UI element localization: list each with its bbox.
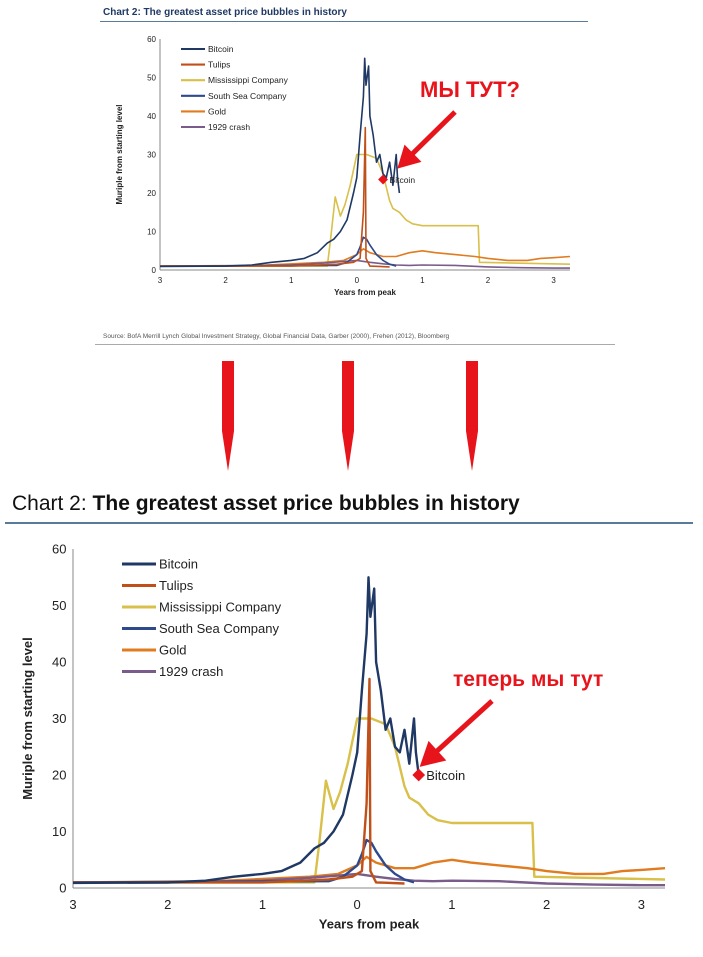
bitcoin-marker	[412, 768, 426, 782]
x-tick-label: 2	[223, 276, 228, 285]
series-line-tulips	[160, 126, 390, 268]
series-line-bitcoin	[72, 576, 420, 885]
legend-label: Mississippi Company	[208, 75, 289, 85]
annotation-text: МЫ ТУТ?	[420, 77, 520, 102]
series-line-gold	[159, 248, 571, 267]
y-tick-label: 20	[147, 189, 156, 198]
x-tick-label: 1	[289, 276, 294, 285]
x-tick-label: 3	[69, 897, 76, 912]
y-tick-label: 50	[52, 598, 66, 613]
x-tick-label: 0	[355, 276, 360, 285]
x-tick-label: 3	[638, 897, 645, 912]
bitcoin-marker-label: Bitcoin	[390, 175, 416, 185]
x-axis-title: Years from peak	[319, 916, 420, 931]
y-tick-label: 10	[147, 227, 156, 236]
legend-label: Gold	[208, 106, 226, 116]
bitcoin-marker	[378, 174, 388, 185]
legend-label: 1929 crash	[159, 664, 223, 679]
down-arrow-icon	[222, 361, 234, 471]
down-arrows	[222, 361, 478, 471]
legend-label: 1929 crash	[208, 122, 250, 132]
legend-label: South Sea Company	[208, 91, 287, 101]
y-tick-label: 30	[52, 711, 66, 726]
series-line-bitcoin	[159, 57, 401, 268]
x-tick-label: 1	[259, 897, 266, 912]
y-tick-label: 0	[59, 881, 66, 896]
annotation-arrow-head	[419, 740, 447, 767]
down-arrow-icon	[466, 361, 478, 471]
x-tick-label: 2	[486, 276, 491, 285]
down-arrow-icon	[342, 361, 354, 471]
x-tick-label: 1	[420, 276, 425, 285]
bottom-title-rule	[5, 522, 693, 524]
top-source: Source: BofA Merrill Lynch Global Invest…	[103, 333, 450, 340]
x-axis-title: Years from peak	[334, 288, 396, 297]
legend-label: Bitcoin	[208, 44, 234, 54]
y-tick-label: 50	[147, 73, 156, 82]
y-tick-label: 0	[152, 266, 157, 275]
x-tick-label: 0	[354, 897, 361, 912]
y-tick-label: 10	[52, 824, 66, 839]
top-chart-title: Chart 2: The greatest asset price bubble…	[103, 7, 347, 18]
series-line-tulips	[73, 677, 405, 885]
y-tick-label: 30	[147, 150, 156, 159]
bitcoin-marker-label: Bitcoin	[426, 768, 465, 783]
y-tick-label: 60	[147, 35, 156, 44]
x-tick-label: 2	[164, 897, 171, 912]
top-bottom-rule	[95, 344, 615, 345]
y-tick-label: 40	[52, 655, 66, 670]
top-title-rule	[100, 21, 588, 22]
legend-label: Mississippi Company	[159, 600, 282, 615]
x-tick-label: 2	[543, 897, 550, 912]
legend-label: South Sea Company	[159, 621, 279, 636]
y-tick-label: 40	[147, 112, 156, 121]
series-line-gold	[72, 855, 666, 884]
legend-label: Tulips	[159, 578, 194, 593]
y-axis-title: Muriple from starting level	[115, 104, 124, 204]
title-prefix: Chart 2:	[12, 492, 93, 515]
y-tick-label: 20	[52, 768, 66, 783]
series-line-crash1929	[160, 259, 570, 269]
x-tick-label: 3	[158, 276, 163, 285]
legend-label: Tulips	[208, 60, 230, 70]
legend-label: Bitcoin	[159, 557, 198, 572]
bottom-chart-title: Chart 2: The greatest asset price bubble…	[12, 492, 520, 516]
x-tick-label: 1	[448, 897, 455, 912]
top-panel: Chart 2: The greatest asset price bubble…	[95, 0, 615, 345]
annotation-arrow-head	[397, 144, 422, 169]
legend-label: Gold	[159, 643, 186, 658]
annotation-text: теперь мы тут	[453, 668, 603, 691]
x-tick-label: 3	[551, 276, 556, 285]
y-axis-title: Muriple from starting level	[20, 637, 35, 800]
y-tick-label: 60	[52, 542, 66, 557]
title-main: The greatest asset price bubbles in hist…	[92, 492, 520, 515]
